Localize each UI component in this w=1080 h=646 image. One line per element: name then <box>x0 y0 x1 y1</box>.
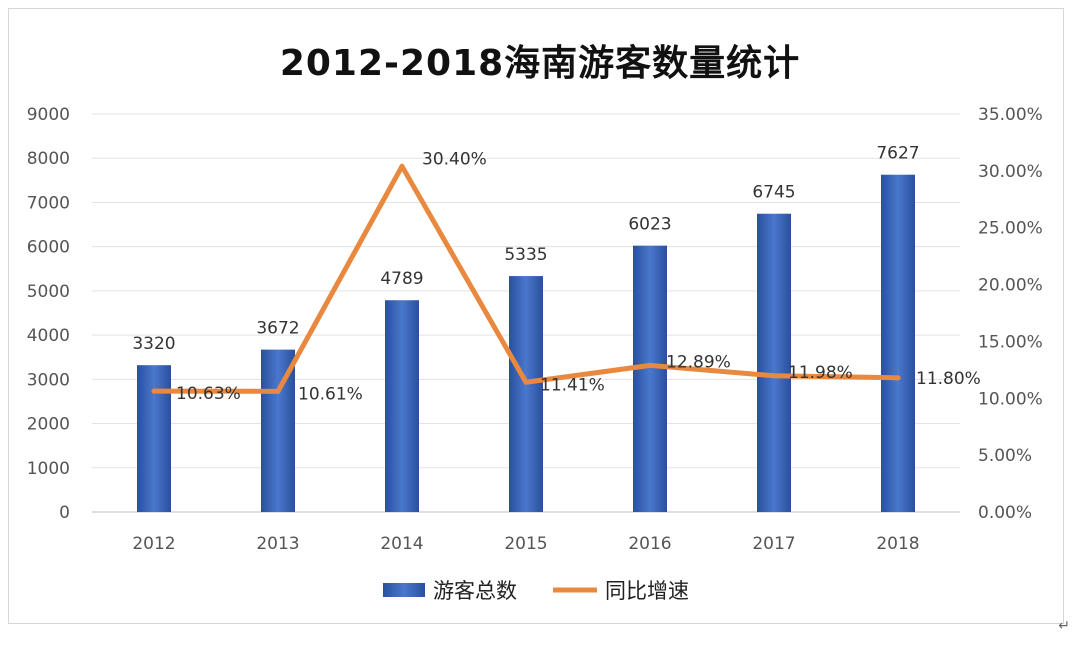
bar-data-label: 5335 <box>504 245 547 265</box>
line-point <box>275 388 281 394</box>
right-axis-tick-label: 5.00% <box>978 446 1032 466</box>
x-axis-tick-label: 2015 <box>504 534 547 554</box>
right-axis-tick-label: 15.00% <box>978 332 1043 352</box>
right-axis: 0.00% 5.00% 10.00% 15.00% 20.00% 25.00% 30.00%… <box>978 105 1043 523</box>
x-axis-tick-label: 2017 <box>752 534 795 554</box>
legend-label-line: 同比增速 <box>605 579 689 603</box>
left-axis-tick-label: 8000 <box>27 149 70 169</box>
bar-data-label: 3672 <box>256 319 299 339</box>
left-axis-tick-label: 4000 <box>27 326 70 346</box>
x-axis-tick-label: 2016 <box>628 534 671 554</box>
right-axis-tick-label: 20.00% <box>978 276 1043 296</box>
gridlines <box>92 113 960 513</box>
right-axis-tick-label: 35.00% <box>978 105 1043 125</box>
line-series: 10.63% 10.61% 30.40% 11.41% 12.89% 11.98% 11.8… <box>151 149 981 404</box>
line-point <box>523 379 529 385</box>
right-axis-tick-label: 10.00% <box>978 389 1043 409</box>
line-data-label: 11.41% <box>540 375 605 395</box>
left-axis: 0 1000 2000 3000 4000 5000 6000 7000 8000 9000 <box>27 105 70 523</box>
left-axis-tick-label: 3000 <box>27 370 70 390</box>
line-point <box>647 362 653 368</box>
right-axis-tick-label: 30.00% <box>978 162 1043 182</box>
x-axis-tick-label: 2012 <box>132 534 175 554</box>
line-data-label: 10.61% <box>298 384 363 404</box>
line-data-label: 10.63% <box>176 384 241 404</box>
bar-data-label: 7627 <box>876 144 919 164</box>
x-axis-tick-label: 2014 <box>380 534 423 554</box>
legend-label-bar: 游客总数 <box>433 579 517 603</box>
right-axis-tick-label: 0.00% <box>978 503 1032 523</box>
left-axis-tick-label: 9000 <box>27 105 70 125</box>
right-axis-tick-label: 25.00% <box>978 219 1043 239</box>
line-point <box>151 388 157 394</box>
bar-data-label: 6745 <box>752 183 795 203</box>
left-axis-tick-label: 7000 <box>27 193 70 213</box>
bar <box>881 174 915 513</box>
line-point <box>771 373 777 379</box>
left-axis-tick-label: 2000 <box>27 415 70 435</box>
left-axis-tick-label: 1000 <box>27 459 70 479</box>
bar-data-label: 6023 <box>628 215 671 235</box>
bar <box>385 300 419 512</box>
bar-data-label: 4789 <box>380 269 423 289</box>
bar <box>757 213 791 512</box>
left-axis-tick-label: 6000 <box>27 238 70 258</box>
bar-series: 3320 3672 4789 5335 6023 6745 7627 <box>132 144 920 513</box>
bar <box>509 276 543 512</box>
x-axis: 2012 2013 2014 2015 2016 2017 2018 <box>132 534 919 554</box>
bar <box>633 245 667 513</box>
left-axis-tick-label: 5000 <box>27 282 70 302</box>
x-axis-tick-label: 2018 <box>876 534 919 554</box>
chart-title: 2012-2018海南游客数量统计 <box>279 43 801 84</box>
line-data-label: 12.89% <box>666 352 731 372</box>
bar <box>261 349 295 512</box>
legend-swatch-bar <box>383 583 425 597</box>
line-point <box>399 163 405 169</box>
return-mark-icon: ↵ <box>1058 618 1070 634</box>
legend: 游客总数 同比增速 <box>383 579 689 603</box>
line-data-label: 11.98% <box>788 363 853 383</box>
left-axis-tick-label: 0 <box>59 503 70 523</box>
chart-frame <box>8 8 1064 624</box>
line-point <box>895 375 901 381</box>
line-data-label: 30.40% <box>422 149 487 169</box>
bar <box>137 365 171 512</box>
x-axis-tick-label: 2013 <box>256 534 299 554</box>
bar-data-label: 3320 <box>132 334 175 354</box>
line-data-label: 11.80% <box>916 369 981 389</box>
